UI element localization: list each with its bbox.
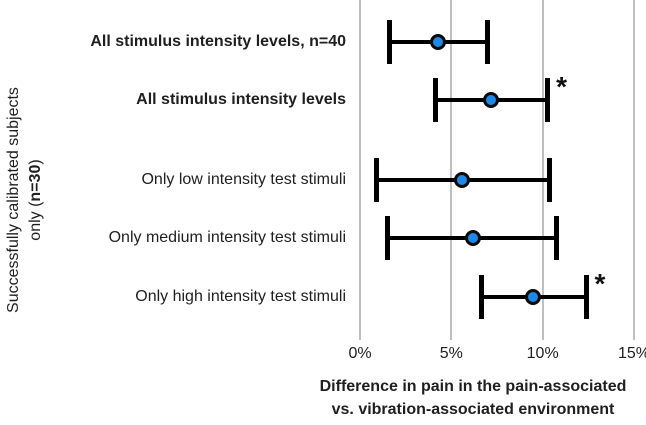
y-axis-title-line1: Successfully calibrated subjects: [5, 87, 22, 313]
error-bar-cap-low: [385, 216, 391, 260]
x-axis-title: Difference in pain in the pain-associate…: [300, 375, 646, 421]
mean-marker: [525, 288, 542, 305]
error-bar-cap-high: [583, 275, 589, 319]
error-bar-cap-low: [478, 275, 484, 319]
row-label: Only high intensity test stimuli: [135, 288, 346, 305]
gridline: [450, 0, 453, 340]
significance-asterisk: *: [594, 268, 606, 299]
x-tick-label: 10%: [526, 345, 559, 362]
gridline: [633, 0, 635, 340]
mean-marker: [453, 171, 470, 188]
error-bar-cap-high: [554, 216, 560, 260]
y-axis-title: Successfully calibrated subjects only (n…: [3, 0, 49, 400]
x-tick-label: 5%: [439, 345, 463, 362]
x-tick-label: 0%: [348, 345, 372, 362]
significance-asterisk: *: [556, 71, 568, 102]
y-axis-title-line2: only (n=30): [27, 159, 44, 241]
gridline: [541, 0, 544, 340]
error-bar-cap-high: [545, 78, 551, 122]
x-tick-label: 15%: [617, 345, 646, 362]
row-label: All stimulus intensity levels: [136, 91, 346, 108]
row-label: All stimulus intensity levels, n=40: [90, 33, 346, 50]
x-axis-title-line1: Difference in pain in the pain-associate…: [319, 378, 627, 395]
row-label: Only medium intensity test stimuli: [108, 229, 346, 246]
mean-marker: [464, 229, 481, 246]
error-bar-cap-high: [484, 20, 490, 64]
mean-marker: [483, 91, 500, 108]
row-label: Only low intensity test stimuli: [141, 171, 346, 188]
error-bar-cap-high: [546, 158, 552, 202]
x-axis-title-line2: vs. vibration-associated environment: [331, 401, 615, 418]
error-bar-cap-low: [387, 20, 393, 64]
mean-marker: [430, 33, 447, 50]
gridline: [359, 0, 361, 340]
error-bar-cap-low: [374, 158, 380, 202]
error-bar-cap-low: [432, 78, 438, 122]
